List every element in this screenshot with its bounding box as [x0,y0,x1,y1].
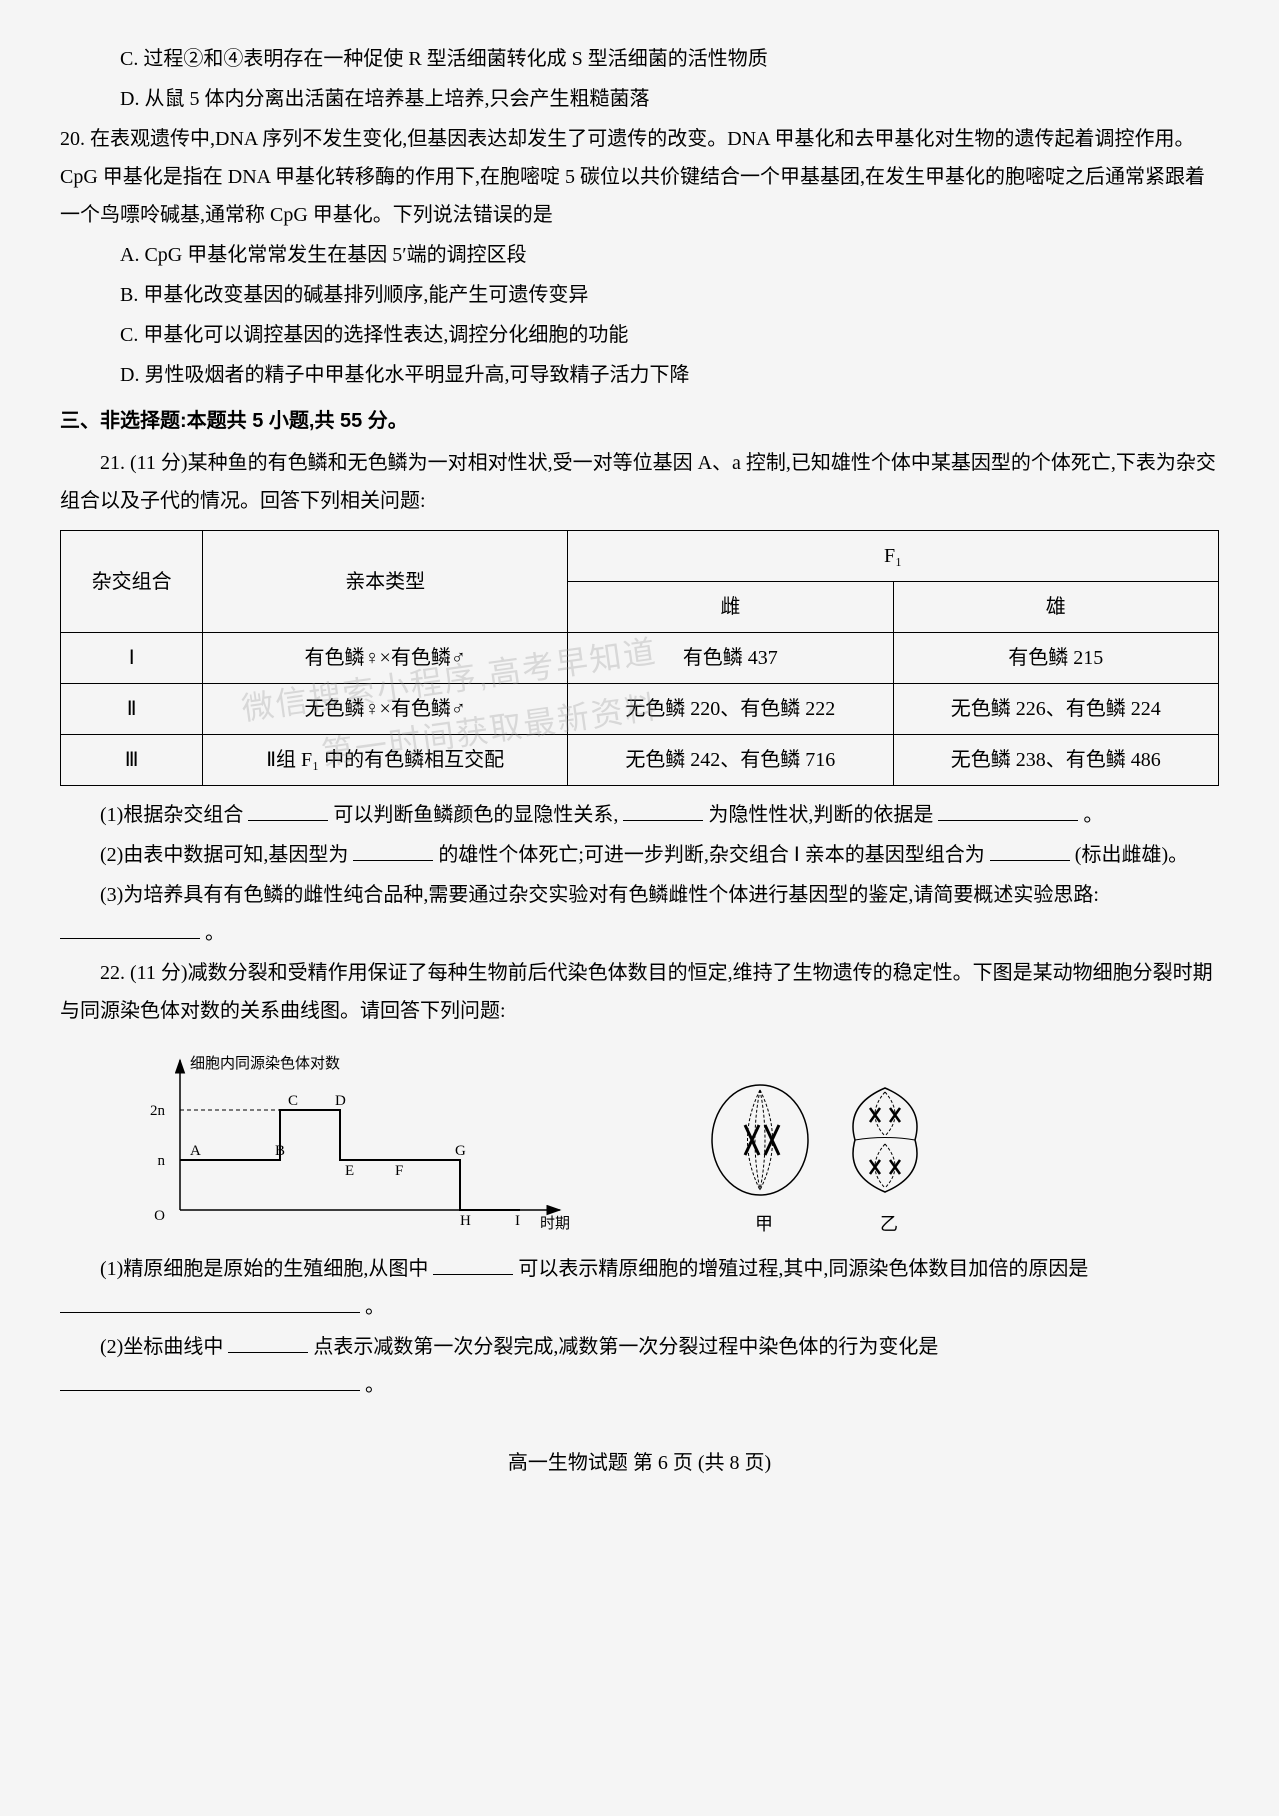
q22-sub2-b: 点表示减数第一次分裂完成,减数第一次分裂过程中染色体的行为变化是 [313,1336,938,1358]
pt-D: D [335,1093,346,1109]
q21-sub1-a: (1)根据杂交组合 [100,804,243,826]
chart-svg: 细胞内同源染色体对数 2n n O A B C D E F G H I 时期 [140,1050,580,1240]
cell-parent-3: Ⅱ组 F₁ 中的有色鳞相互交配 [203,735,568,786]
y-axis-label: 细胞内同源染色体对数 [190,1055,340,1072]
cell-male-3: 无色鳞 238、有色鳞 486 [893,735,1218,786]
cell-combo-1: Ⅰ [61,633,203,684]
diagram-row: 细胞内同源染色体对数 2n n O A B C D E F G H I 时期 [140,1050,1219,1240]
cell-male-2: 无色鳞 226、有色鳞 224 [893,684,1218,735]
cell-yi-label: 乙 [880,1214,898,1234]
pt-H: H [460,1213,471,1229]
cell-jia-label: 甲 [755,1214,773,1234]
th-combo: 杂交组合 [61,531,203,633]
q22-sub1-a: (1)精原细胞是原始的生殖细胞,从图中 [100,1258,428,1280]
q20-option-a: A. CpG 甲基化常常发生在基因 5′端的调控区段 [60,236,1219,274]
ytick-2n: 2n [150,1103,166,1119]
blank [248,801,328,821]
ytick-n: n [158,1153,166,1169]
blank [938,801,1078,821]
q22-sub2-c: 。 [365,1374,385,1396]
q21-sub2-b: 的雄性个体死亡;可进一步判断,杂交组合 Ⅰ 亲本的基因型组合为 [438,844,984,866]
q22-sub1-c: 。 [365,1296,385,1318]
table-row: Ⅱ 无色鳞♀×有色鳞♂ 无色鳞 220、有色鳞 222 无色鳞 226、有色鳞 … [61,684,1219,735]
blank [228,1333,308,1353]
q20-option-d: D. 男性吸烟者的精子中甲基化水平明显升高,可导致精子活力下降 [60,356,1219,394]
q20-option-c: C. 甲基化可以调控基因的选择性表达,调控分化细胞的功能 [60,316,1219,354]
page-footer: 高一生物试题 第 6 页 (共 8 页) [60,1444,1219,1482]
q21-sub1: (1)根据杂交组合 可以判断鱼鳞颜色的显隐性关系, 为隐性性状,判断的依据是 。 [60,796,1219,834]
q22-sub1-b: 可以表示精原细胞的增殖过程,其中,同源染色体数目加倍的原因是 [518,1258,1088,1280]
q21-sub1-d: 。 [1083,804,1103,826]
q19-option-d: D. 从鼠 5 体内分离出活菌在培养基上培养,只会产生粗糙菌落 [60,80,1219,118]
cross-table: 杂交组合 亲本类型 F₁ 雌 雄 Ⅰ 有色鳞♀×有色鳞♂ 有色鳞 437 有色鳞… [60,530,1219,786]
cell-male-1: 有色鳞 215 [893,633,1218,684]
blank [353,841,433,861]
pt-G: G [455,1143,466,1159]
blank [60,1371,360,1391]
blank [433,1255,513,1275]
blank [623,801,703,821]
blank [990,841,1070,861]
q19-option-c: C. 过程②和④表明存在一种促使 R 型活细菌转化成 S 型活细菌的活性物质 [60,40,1219,78]
q21-sub1-b: 可以判断鱼鳞颜色的显隐性关系, [333,804,618,826]
q21-header: 21. (11 分)某种鱼的有色鳞和无色鳞为一对相对性状,受一对等位基因 A、a… [60,444,1219,520]
cell-female-2: 无色鳞 220、有色鳞 222 [568,684,893,735]
th-female: 雌 [568,582,893,633]
pt-A: A [190,1143,201,1159]
q22-sub2-a: (2)坐标曲线中 [100,1336,223,1358]
cell-parent-2: 无色鳞♀×有色鳞♂ [203,684,568,735]
table-row: Ⅰ 有色鳞♀×有色鳞♂ 有色鳞 437 有色鳞 215 [61,633,1219,684]
section-3-header: 三、非选择题:本题共 5 小题,共 55 分。 [60,402,1219,440]
q21-sub2: (2)由表中数据可知,基因型为 的雄性个体死亡;可进一步判断,杂交组合 Ⅰ 亲本… [60,836,1219,874]
ytick-o: O [154,1208,165,1224]
x-axis-label: 时期 [540,1215,570,1232]
cell-female-3: 无色鳞 242、有色鳞 716 [568,735,893,786]
q21-sub2-c: (标出雌雄)。 [1075,844,1188,866]
q22-sub1: (1)精原细胞是原始的生殖细胞,从图中 可以表示精原细胞的增殖过程,其中,同源染… [60,1250,1219,1326]
table-row: Ⅲ Ⅱ组 F₁ 中的有色鳞相互交配 无色鳞 242、有色鳞 716 无色鳞 23… [61,735,1219,786]
q20-number: 20. [60,128,85,150]
q20-stem: 20. 在表观遗传中,DNA 序列不发生变化,但基因表达却发生了可遗传的改变。D… [60,120,1219,234]
th-f1: F₁ [568,531,1219,582]
pt-B: B [275,1143,285,1159]
cell-female-1: 有色鳞 437 [568,633,893,684]
cell-combo-3: Ⅲ [61,735,203,786]
pt-F: F [395,1163,403,1179]
pt-I: I [515,1213,520,1229]
cell-combo-2: Ⅱ [61,684,203,735]
cell-parent-1: 有色鳞♀×有色鳞♂ [203,633,568,684]
q22-sub2: (2)坐标曲线中 点表示减数第一次分裂完成,减数第一次分裂过程中染色体的行为变化… [60,1328,1219,1404]
blank [60,1293,360,1313]
q21-sub3-b: 。 [205,922,225,944]
q21-sub3: (3)为培养具有有色鳞的雌性纯合品种,需要通过杂交实验对有色鳞雌性个体进行基因型… [60,876,1219,952]
q22-header: 22. (11 分)减数分裂和受精作用保证了每种生物前后代染色体数目的恒定,维持… [60,954,1219,1030]
th-male: 雄 [893,582,1218,633]
q21-sub1-c: 为隐性性状,判断的依据是 [708,804,933,826]
page-content: C. 过程②和④表明存在一种促使 R 型活细菌转化成 S 型活细菌的活性物质 D… [60,40,1219,1482]
cells-svg: 甲 乙 [700,1070,960,1240]
q20-text: 在表观遗传中,DNA 序列不发生变化,但基因表达却发生了可遗传的改变。DNA 甲… [60,128,1205,226]
q20-option-b: B. 甲基化改变基因的碱基排列顺序,能产生可遗传变异 [60,276,1219,314]
blank [60,919,200,939]
q21-sub2-a: (2)由表中数据可知,基因型为 [100,844,348,866]
pt-E: E [345,1163,354,1179]
pt-C: C [288,1093,298,1109]
th-parent: 亲本类型 [203,531,568,633]
q21-sub3-a: (3)为培养具有有色鳞的雌性纯合品种,需要通过杂交实验对有色鳞雌性个体进行基因型… [100,884,1099,906]
